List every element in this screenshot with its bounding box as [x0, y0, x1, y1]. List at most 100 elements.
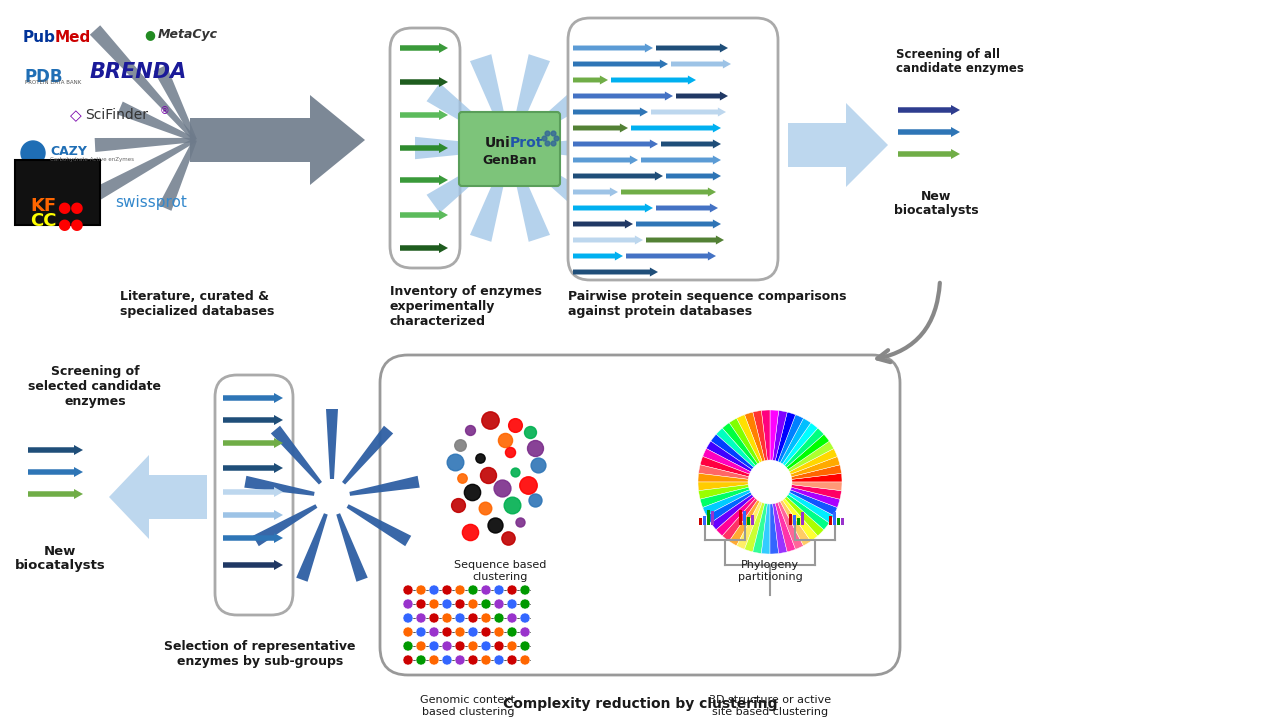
Polygon shape [535, 137, 605, 159]
Circle shape [494, 585, 504, 595]
Circle shape [429, 585, 439, 595]
Circle shape [507, 585, 517, 595]
Point [543, 127, 563, 138]
Circle shape [520, 627, 530, 637]
Polygon shape [573, 156, 637, 164]
Text: 3D structure or active
site based clustering: 3D structure or active site based cluste… [709, 695, 831, 716]
Circle shape [454, 655, 465, 665]
Text: MetaCyc: MetaCyc [157, 28, 218, 41]
Polygon shape [573, 251, 623, 261]
Polygon shape [573, 220, 634, 228]
Circle shape [403, 655, 413, 665]
Text: biocatalysts: biocatalysts [14, 559, 105, 572]
Wedge shape [771, 410, 778, 460]
Point [525, 494, 545, 505]
Circle shape [481, 613, 492, 623]
Polygon shape [527, 83, 594, 137]
Text: ●●
●●: ●● ●● [58, 200, 83, 233]
Polygon shape [611, 76, 696, 84]
Polygon shape [573, 187, 618, 197]
Circle shape [416, 655, 426, 665]
Wedge shape [791, 456, 840, 477]
Circle shape [507, 627, 517, 637]
Polygon shape [470, 54, 507, 125]
Text: CAZY: CAZY [50, 145, 87, 158]
Polygon shape [271, 426, 323, 485]
Circle shape [481, 641, 492, 651]
Wedge shape [782, 423, 818, 466]
Wedge shape [773, 503, 787, 554]
Text: Prot: Prot [509, 136, 544, 150]
Polygon shape [399, 175, 448, 185]
Point [477, 469, 498, 481]
Circle shape [494, 613, 504, 623]
Circle shape [454, 627, 465, 637]
Wedge shape [707, 492, 751, 523]
Bar [699, 518, 701, 525]
Circle shape [429, 613, 439, 623]
Polygon shape [154, 65, 197, 141]
Wedge shape [788, 441, 833, 472]
Circle shape [494, 641, 504, 651]
Circle shape [442, 641, 452, 651]
Point [475, 503, 495, 514]
Polygon shape [223, 487, 283, 497]
Polygon shape [573, 235, 643, 245]
Bar [742, 511, 746, 525]
Polygon shape [657, 204, 718, 212]
Text: Screening of
selected candidate
enzymes: Screening of selected candidate enzymes [28, 365, 161, 408]
Text: PROTEIN DATA BANK: PROTEIN DATA BANK [26, 80, 81, 85]
Bar [797, 518, 800, 525]
Polygon shape [513, 171, 550, 242]
Polygon shape [399, 77, 448, 87]
Polygon shape [223, 533, 283, 543]
Wedge shape [700, 456, 749, 477]
Bar [748, 517, 750, 525]
Text: SciFinder: SciFinder [84, 108, 148, 122]
Point [509, 516, 530, 528]
Text: Med: Med [55, 30, 91, 45]
Circle shape [507, 613, 517, 623]
Wedge shape [792, 482, 842, 490]
Polygon shape [252, 504, 317, 546]
Polygon shape [513, 54, 550, 125]
FancyArrowPatch shape [877, 283, 940, 362]
Circle shape [454, 613, 465, 623]
Polygon shape [671, 60, 731, 68]
Wedge shape [778, 502, 804, 549]
Wedge shape [776, 503, 796, 552]
Polygon shape [573, 140, 658, 148]
Wedge shape [762, 410, 771, 460]
Text: Phylogeny
partitioning: Phylogeny partitioning [737, 560, 803, 582]
Polygon shape [660, 140, 721, 148]
Text: swissprot: swissprot [115, 195, 187, 210]
Circle shape [442, 613, 452, 623]
Bar [707, 510, 710, 525]
Wedge shape [778, 415, 804, 462]
FancyBboxPatch shape [215, 375, 293, 615]
Wedge shape [736, 415, 762, 462]
Circle shape [454, 585, 465, 595]
Point [499, 446, 520, 458]
Text: Screening of all: Screening of all [896, 48, 1000, 61]
Wedge shape [785, 428, 824, 467]
Polygon shape [641, 156, 721, 164]
Polygon shape [399, 110, 448, 120]
Circle shape [442, 627, 452, 637]
Wedge shape [698, 473, 749, 482]
Polygon shape [28, 445, 83, 455]
Point [495, 434, 516, 446]
Wedge shape [699, 485, 749, 499]
Polygon shape [92, 138, 196, 201]
Polygon shape [470, 171, 507, 242]
Point [525, 442, 545, 454]
Circle shape [468, 641, 477, 651]
Polygon shape [223, 438, 283, 448]
Text: New: New [920, 190, 951, 203]
Circle shape [468, 655, 477, 665]
Point [536, 127, 557, 138]
Circle shape [481, 585, 492, 595]
Point [460, 424, 480, 436]
Circle shape [403, 641, 413, 651]
Circle shape [416, 599, 426, 609]
